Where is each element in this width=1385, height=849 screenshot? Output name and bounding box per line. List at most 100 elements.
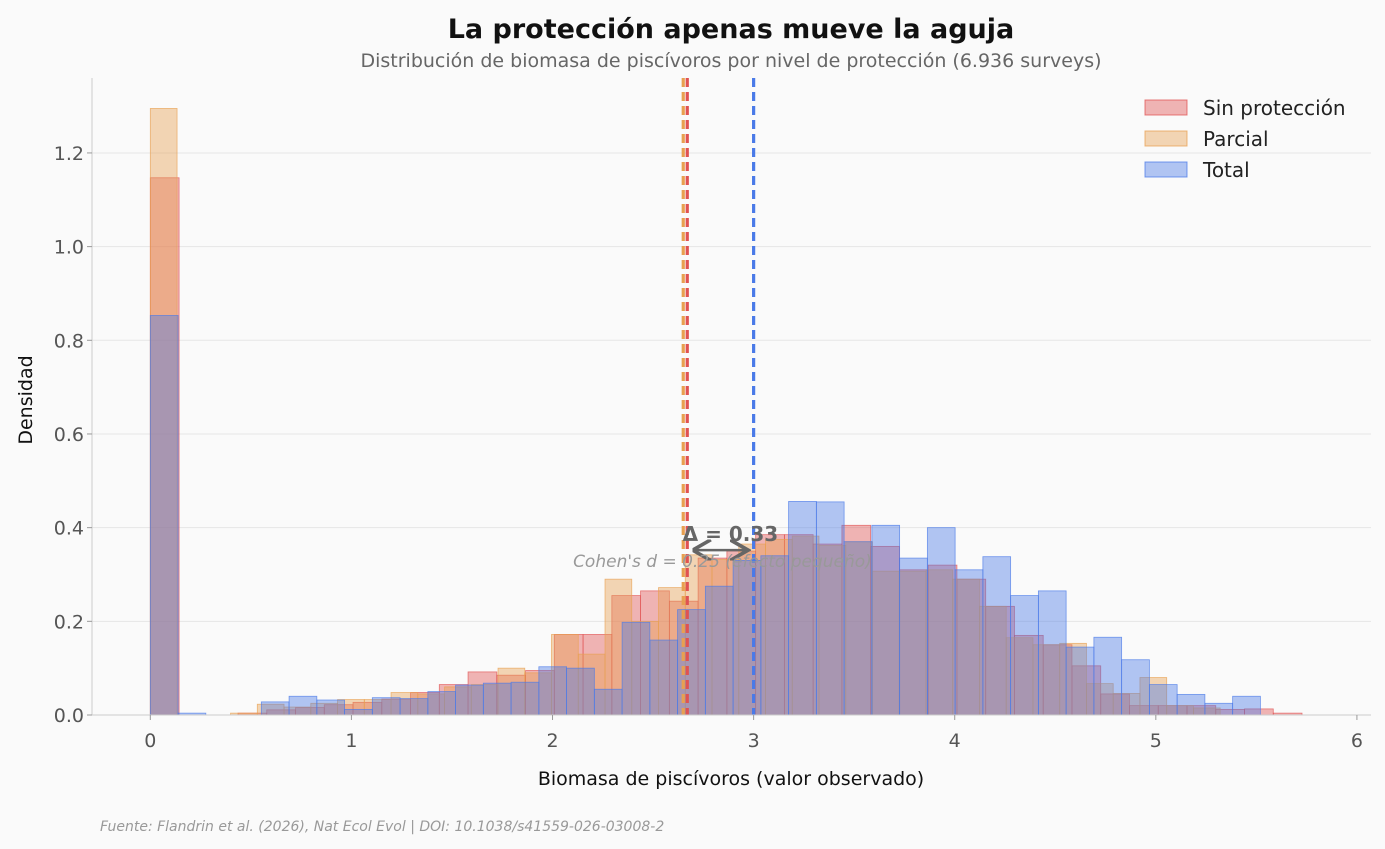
y-axis-label: Densidad (15, 355, 37, 444)
x-tick-label-5: 5 (1150, 730, 1162, 752)
legend-label-1: Parcial (1203, 127, 1269, 151)
bar-1-27 (925, 569, 954, 716)
bar-2-30 (1037, 590, 1067, 716)
bar-2-21 (788, 501, 817, 716)
bar-2-0 (149, 315, 179, 716)
gridlines (92, 152, 1371, 622)
y-tick-label-4: 0.8 (54, 330, 84, 352)
bar-2-37 (1232, 695, 1261, 716)
bar-2-23 (843, 541, 873, 716)
bar-0-13 (582, 634, 613, 716)
bar-1-22 (791, 535, 820, 716)
bar-2-22 (815, 501, 845, 716)
legend-swatch-1 (1144, 130, 1188, 147)
bar-2-28 (982, 556, 1012, 716)
legend: Sin protección Parcial Total (1144, 96, 1346, 182)
bar-0-18 (726, 550, 757, 716)
bar-0-19 (755, 534, 785, 716)
bar-2-34 (1148, 684, 1178, 716)
bar-2-33 (1121, 659, 1150, 716)
bar-1-26 (898, 570, 927, 716)
cohen-label: Cohen's d = 0.25 (efecto pequeño) (573, 552, 872, 572)
bar-2-14 (593, 688, 623, 716)
bar-2-31 (1065, 646, 1095, 716)
legend-label-0: Sin protección (1203, 96, 1346, 120)
bar-1-21 (765, 538, 793, 716)
bar-2-10 (482, 682, 512, 716)
bar-2-8 (427, 691, 456, 716)
histogram-bars (149, 108, 1303, 716)
x-tick-label-3: 3 (748, 730, 760, 752)
bar-0-20 (783, 534, 814, 716)
x-tick-label-0: 0 (144, 730, 156, 752)
bar-0-17 (697, 557, 728, 716)
bar-1-13 (551, 634, 579, 716)
bar-2-4 (316, 699, 345, 716)
bar-1-0 (149, 108, 178, 716)
bar-1-29 (979, 605, 1007, 716)
y-tick-label-2: 0.4 (54, 518, 84, 540)
bar-2-3 (288, 695, 318, 716)
y-tick-label-1: 0.2 (54, 611, 84, 633)
x-axis-label: Biomasa de piscívoros (valor observado) (538, 768, 924, 790)
bar-1-12 (524, 672, 552, 716)
bar-2-26 (926, 527, 956, 716)
axes (91, 78, 1371, 716)
bar-0-26 (956, 578, 987, 716)
bar-1-35 (1139, 677, 1168, 716)
bar-0-21 (812, 543, 843, 716)
bar-2-9 (455, 684, 484, 716)
bar-2-29 (1010, 595, 1039, 716)
bar-1-28 (952, 578, 980, 716)
bar-0-22 (841, 524, 872, 716)
legend-swatch-0 (1144, 99, 1188, 116)
bar-2-24 (871, 524, 901, 716)
y-tick-label-6: 1.2 (54, 143, 84, 165)
bar-1-15 (604, 578, 633, 716)
y-tick-label-5: 1.0 (54, 237, 84, 259)
bar-2-19 (732, 560, 762, 716)
bar-1-24 (845, 541, 873, 716)
bar-2-12 (538, 666, 567, 716)
x-tick-label-4: 4 (949, 730, 961, 752)
y-tick-label-0: 0.0 (54, 705, 84, 727)
bar-2-32 (1093, 636, 1123, 716)
bar-1-17 (658, 587, 686, 716)
bar-2-27 (954, 569, 984, 716)
bar-1-32 (1059, 642, 1087, 716)
bar-2-35 (1176, 693, 1206, 716)
x-ticks: 0 1 2 3 4 5 6 (144, 715, 1363, 752)
y-tick-label-3: 0.6 (54, 424, 84, 446)
bar-1-25 (872, 570, 900, 716)
bar-0-29 (1042, 644, 1073, 716)
bar-2-25 (899, 557, 928, 716)
legend-label-2: Total (1202, 158, 1250, 182)
bar-1-31 (1032, 644, 1061, 716)
bar-1-19 (711, 559, 740, 716)
legend-swatch-2 (1144, 161, 1188, 178)
x-tick-label-1: 1 (345, 730, 357, 752)
bar-0-24 (899, 569, 929, 716)
chart-title: La protección apenas mueve la aguja (448, 14, 1015, 45)
x-tick-label-2: 2 (546, 730, 558, 752)
bar-2-15 (621, 621, 651, 716)
y-ticks: 0.0 0.2 0.4 0.6 0.8 1.0 1.2 (54, 143, 92, 727)
bar-0-15 (640, 590, 670, 716)
bar-2-2 (260, 701, 290, 716)
mean-lines (681, 78, 756, 715)
bar-2-5 (344, 708, 373, 716)
x-tick-label-6: 6 (1351, 730, 1363, 752)
bar-2-7 (399, 698, 429, 716)
series-total (149, 315, 1261, 716)
bar-2-20 (760, 555, 790, 716)
bar-2-16 (649, 639, 679, 716)
source-note: Fuente: Flandrin et al. (2026), Nat Ecol… (100, 819, 664, 835)
bar-0-23 (870, 545, 900, 716)
bar-0-9 (467, 671, 498, 716)
bar-1-10 (470, 684, 499, 716)
effect-annotation: Δ = 0.33 Cohen's d = 0.25 (efecto pequeñ… (573, 522, 872, 572)
delta-label: Δ = 0.33 (683, 522, 779, 546)
bar-2-13 (566, 667, 595, 716)
chart-subtitle: Distribución de biomasa de piscívoros po… (360, 50, 1101, 72)
